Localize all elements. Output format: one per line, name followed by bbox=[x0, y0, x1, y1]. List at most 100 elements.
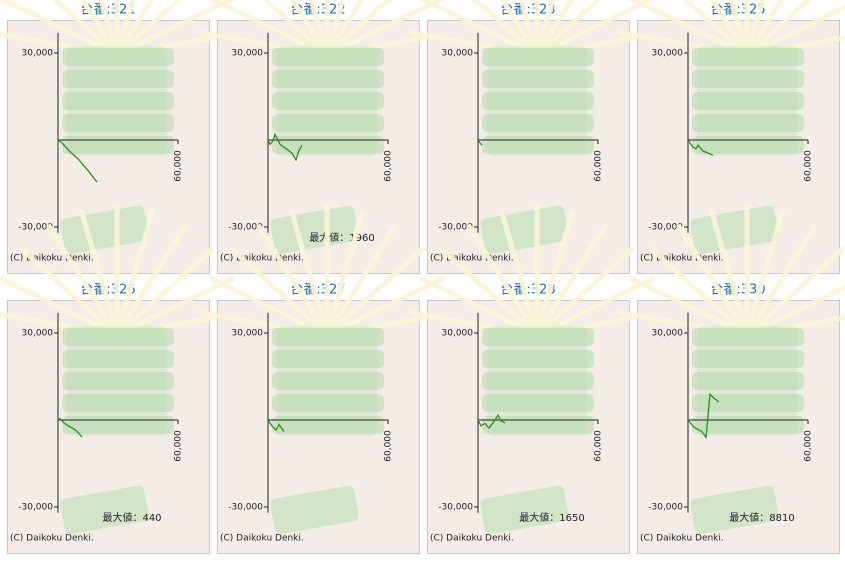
tray-body bbox=[277, 326, 377, 436]
ray bbox=[52, 0, 119, 57]
tray-layer bbox=[482, 114, 594, 132]
ray bbox=[744, 0, 785, 57]
x-tick-label: 60,000 bbox=[804, 150, 814, 182]
ray bbox=[115, 0, 182, 57]
tray-body bbox=[697, 46, 797, 156]
copyright: (C) Daikoku Denki. bbox=[640, 254, 724, 264]
chart-panel: 台番:328 30,000 -30,000 60,000 最大値：1650 (C) Dai… bbox=[408, 205, 666, 554]
tray-layer bbox=[692, 114, 804, 132]
ray bbox=[115, 275, 235, 338]
ray bbox=[198, 29, 328, 58]
tray-layer bbox=[62, 372, 174, 390]
tray-body bbox=[697, 326, 797, 436]
tray-layer bbox=[272, 328, 384, 346]
tray-layer bbox=[62, 328, 174, 346]
ray bbox=[648, 246, 749, 337]
data-line bbox=[57, 139, 98, 183]
chart-title: 台番:326 bbox=[80, 283, 135, 298]
tray-bottom bbox=[270, 485, 359, 535]
chart-panel: 台番:325 30,000 -30,000 60,000 (C) Daikoku Den… bbox=[618, 0, 845, 274]
panel-background bbox=[637, 20, 840, 274]
copyright: (C) Daikoku Denki. bbox=[220, 534, 304, 544]
ray bbox=[498, 209, 540, 336]
copyright: (C) Daikoku Denki. bbox=[430, 254, 514, 264]
ray bbox=[745, 284, 845, 338]
tray-layer bbox=[62, 394, 174, 412]
ray bbox=[744, 0, 766, 56]
ray bbox=[198, 309, 328, 338]
x-tick-label: 60,000 bbox=[384, 150, 394, 182]
ray bbox=[438, 246, 539, 337]
ray bbox=[114, 0, 136, 56]
panel-background bbox=[217, 20, 420, 274]
tray-layer bbox=[482, 70, 594, 88]
x-tick-label: 60,000 bbox=[174, 430, 184, 462]
ray bbox=[79, 0, 120, 57]
y-tick-label: 30,000 bbox=[22, 329, 54, 339]
copyright: (C) Daikoku Denki. bbox=[220, 254, 304, 264]
ray bbox=[746, 35, 845, 58]
ray bbox=[262, 0, 329, 57]
ray bbox=[682, 0, 749, 57]
data-line bbox=[267, 419, 285, 432]
y-tick-label: -30,000 bbox=[228, 223, 263, 233]
tray-body bbox=[487, 46, 587, 156]
panel-background bbox=[7, 300, 210, 554]
max-label: 最大値：1650 bbox=[519, 511, 584, 524]
ray bbox=[745, 4, 845, 58]
ray bbox=[709, 0, 750, 57]
y-tick-label: 30,000 bbox=[652, 329, 684, 339]
tray-bottom bbox=[690, 485, 779, 535]
chart-panel: 台番:330 30,000 -30,000 60,000 最大値：8810 (C) Dai… bbox=[618, 205, 845, 554]
ray bbox=[114, 223, 189, 337]
data-line bbox=[267, 132, 303, 162]
y-tick-label: -30,000 bbox=[18, 223, 53, 233]
tray-bottom bbox=[480, 485, 569, 535]
ray bbox=[114, 209, 156, 336]
tray-layer bbox=[482, 350, 594, 368]
y-tick-label: 30,000 bbox=[232, 49, 264, 59]
ray bbox=[325, 0, 445, 58]
tray-layer bbox=[272, 114, 384, 132]
decoration bbox=[618, 205, 845, 535]
ray bbox=[324, 209, 366, 336]
y-tick-label: -30,000 bbox=[438, 223, 473, 233]
data-line bbox=[687, 139, 714, 156]
tray-body bbox=[67, 326, 167, 436]
ray bbox=[0, 311, 118, 338]
tray-layer bbox=[692, 92, 804, 110]
ray bbox=[618, 29, 748, 58]
x-tick-label: 60,000 bbox=[594, 430, 604, 462]
data-line bbox=[477, 413, 506, 430]
y-tick-label: -30,000 bbox=[438, 503, 473, 513]
ray bbox=[534, 223, 609, 337]
ray bbox=[325, 275, 445, 338]
panel-background bbox=[427, 300, 630, 554]
ray bbox=[0, 31, 118, 58]
tray-layer bbox=[62, 350, 174, 368]
tray-layer bbox=[482, 48, 594, 66]
ray bbox=[0, 275, 119, 338]
ray bbox=[629, 0, 749, 58]
tray-layer bbox=[692, 372, 804, 390]
ray bbox=[534, 0, 556, 56]
panel-background bbox=[637, 300, 840, 554]
ray bbox=[308, 0, 330, 56]
ray bbox=[745, 246, 845, 337]
copyright: (C) Daikoku Denki. bbox=[10, 534, 94, 544]
ray bbox=[288, 209, 330, 336]
ray bbox=[728, 0, 750, 56]
ray bbox=[115, 246, 216, 337]
chart-panel: 台番:327 30,000 -30,000 60,000 (C) Daikoku Den… bbox=[198, 205, 456, 554]
ray bbox=[535, 246, 636, 337]
copyright: (C) Daikoku Denki. bbox=[10, 254, 94, 264]
ray bbox=[419, 275, 539, 338]
data-line bbox=[687, 393, 720, 440]
ray bbox=[408, 29, 538, 58]
ray bbox=[472, 0, 539, 57]
ray bbox=[45, 223, 120, 337]
chart-title: 台番:325 bbox=[710, 3, 765, 18]
decoration bbox=[408, 205, 666, 535]
y-tick-label: 30,000 bbox=[232, 329, 264, 339]
